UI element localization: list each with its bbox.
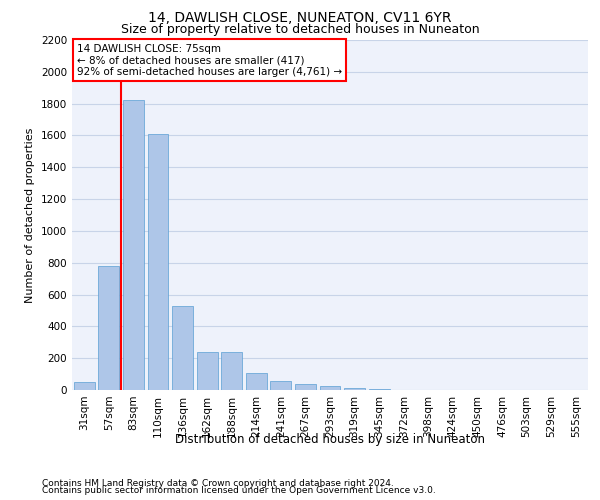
Bar (98, 266, 119, 390)
Bar (271, 381, 292, 390)
Text: Contains HM Land Registry data © Crown copyright and database right 2024.: Contains HM Land Registry data © Crown c… (42, 478, 394, 488)
Bar (172, 306, 193, 390)
Bar (246, 373, 267, 390)
Bar (344, 388, 365, 390)
Text: Size of property relative to detached houses in Nuneaton: Size of property relative to detached ho… (121, 22, 479, 36)
Y-axis label: Number of detached properties: Number of detached properties (25, 128, 35, 302)
Text: Contains public sector information licensed under the Open Government Licence v3: Contains public sector information licen… (42, 486, 436, 495)
Text: 14 DAWLISH CLOSE: 75sqm
← 8% of detached houses are smaller (417)
92% of semi-de: 14 DAWLISH CLOSE: 75sqm ← 8% of detached… (77, 44, 342, 76)
Bar (221, 352, 242, 390)
Bar (295, 384, 316, 390)
Text: Distribution of detached houses by size in Nuneaton: Distribution of detached houses by size … (175, 432, 485, 446)
Bar (74, 382, 95, 390)
Bar (148, 134, 169, 390)
Bar (320, 386, 340, 390)
Bar (197, 352, 218, 390)
Text: 14, DAWLISH CLOSE, NUNEATON, CV11 6YR: 14, DAWLISH CLOSE, NUNEATON, CV11 6YR (148, 11, 452, 25)
Bar (368, 389, 389, 390)
Bar (123, 100, 144, 390)
